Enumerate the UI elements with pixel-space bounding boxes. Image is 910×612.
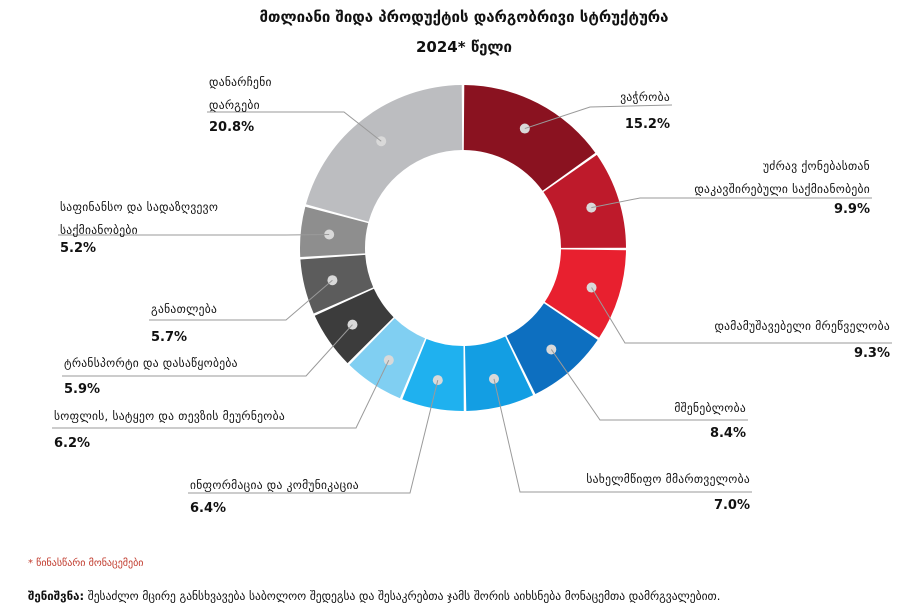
donut-slice-2 bbox=[543, 154, 626, 248]
leader-line-6 bbox=[188, 379, 439, 494]
slice-label-10-line-2: საქმიანობები bbox=[60, 223, 138, 237]
leader-line-7 bbox=[52, 359, 390, 429]
leader-lines bbox=[52, 104, 892, 494]
slice-label-4-line-1: მშენებლობა bbox=[674, 401, 746, 415]
slice-label-8-line-1: ტრანსპორტი და დასაწყობება bbox=[64, 356, 238, 370]
donut-slice-3 bbox=[544, 249, 626, 338]
leader-line-9 bbox=[149, 279, 333, 321]
slice-label-9-line-1: განათლება bbox=[151, 302, 217, 316]
leader-line-4 bbox=[550, 349, 748, 421]
chart-subtitle: 2024* წელი bbox=[416, 38, 512, 56]
slice-label-10-line-1: საფინანსო და სადაზღვევო bbox=[60, 200, 218, 214]
leader-line-8 bbox=[62, 324, 353, 377]
slice-label-5-line-1: სახელმწიფო მმართველობა bbox=[586, 472, 750, 486]
slice-label-3-line-1: დამამუშავებელი მრეწველობა bbox=[714, 319, 890, 333]
slice-label-2-line-2: დაკავშირებული საქმიანობები bbox=[694, 182, 870, 196]
slice-value-1: 15.2% bbox=[625, 117, 670, 132]
slice-value-7: 6.2% bbox=[54, 436, 90, 451]
donut-slice-1 bbox=[463, 85, 596, 191]
footnote-label: შენიშვნა: bbox=[28, 589, 85, 603]
slice-label-6-line-1: ინფორმაცია და კომუნიკაცია bbox=[190, 478, 359, 492]
slice-value-8: 5.9% bbox=[64, 382, 100, 397]
leader-line-1 bbox=[524, 104, 673, 130]
chart-title: მთლიანი შიდა პროდუქტის დარგობრივი სტრუქტ… bbox=[260, 8, 669, 26]
donut-slice-10 bbox=[300, 206, 369, 257]
donut-slice-6 bbox=[402, 338, 464, 411]
preliminary-note: * წინასწარი მონაცემები bbox=[28, 558, 144, 569]
donut-slice-9 bbox=[300, 254, 374, 314]
leader-line-11 bbox=[207, 111, 382, 142]
donut-slice-5 bbox=[465, 336, 534, 411]
donut-slices bbox=[300, 85, 626, 411]
leader-line-5 bbox=[493, 378, 752, 493]
slice-value-6: 6.4% bbox=[190, 501, 226, 516]
leader-line-2 bbox=[591, 197, 872, 209]
slice-value-9: 5.7% bbox=[151, 330, 187, 345]
slice-value-3: 9.3% bbox=[854, 346, 890, 361]
slice-value-11: 20.8% bbox=[209, 120, 254, 135]
footnote-text: შესაძლო მცირე განსხვავება საბოლოო შედეგს… bbox=[84, 589, 721, 603]
slice-value-4: 8.4% bbox=[710, 426, 746, 441]
footnote: შენიშვნა: შესაძლო მცირე განსხვავება საბო… bbox=[28, 589, 720, 603]
slice-label-7-line-1: სოფლის, სატყეო და თევზის მეურნეობა bbox=[54, 409, 285, 423]
slice-label-11-line-2: დარგები bbox=[209, 98, 260, 112]
slice-label-2-line-1: უძრავ ქონებასთან bbox=[763, 159, 870, 173]
slice-labels: ვაჭრობა 15.2% უძრავ ქონებასთან დაკავშირებულ… bbox=[54, 75, 890, 516]
slice-value-5: 7.0% bbox=[714, 498, 750, 513]
slice-value-10: 5.2% bbox=[60, 241, 96, 256]
donut-slice-11 bbox=[305, 85, 463, 222]
slice-value-2: 9.9% bbox=[834, 202, 870, 217]
leader-line-3 bbox=[591, 287, 892, 344]
slice-label-11-line-1: დანარჩენი bbox=[209, 75, 272, 89]
slice-label-1-line-1: ვაჭრობა bbox=[620, 90, 670, 104]
